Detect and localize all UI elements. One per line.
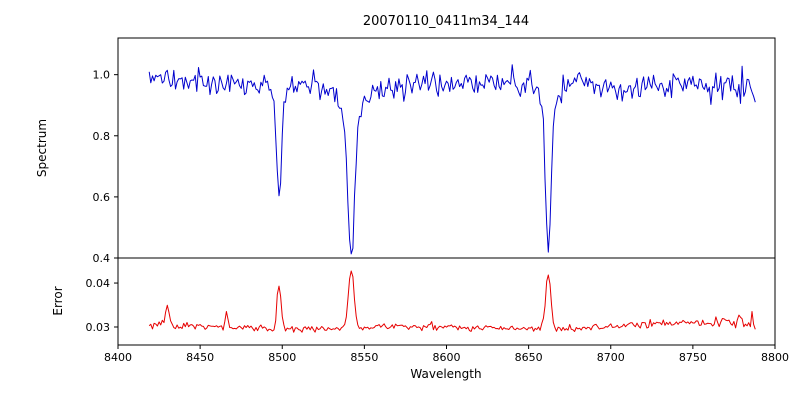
error-y-tick-label: 0.03 <box>86 321 111 334</box>
x-axis-label: Wavelength <box>410 367 481 381</box>
x-tick-label: 8800 <box>761 351 789 364</box>
spectrum-y-axis-label: Spectrum <box>35 119 49 177</box>
x-tick-label: 8500 <box>268 351 296 364</box>
spectrum-y-tick-label: 0.6 <box>93 191 111 204</box>
spectrum-y-tick-label: 0.4 <box>93 252 111 265</box>
error-y-tick-label: 0.04 <box>86 277 111 290</box>
x-tick-label: 8550 <box>350 351 378 364</box>
spectrum-panel-frame <box>117 37 776 259</box>
x-tick-label: 8650 <box>515 351 543 364</box>
axis-ticks: 8400 8450 8500 8550 8600 8650 8700 8750 8800 0.4 0… <box>86 69 790 364</box>
error-panel-frame <box>117 257 776 346</box>
x-tick-label: 8400 <box>104 351 132 364</box>
error-series-line <box>148 270 756 333</box>
x-tick-label: 8750 <box>679 351 707 364</box>
x-tick-label: 8600 <box>433 351 461 364</box>
spectrum-y-tick-label: 1.0 <box>93 69 111 82</box>
spectrum-series-line <box>148 64 756 255</box>
x-tick-label: 8450 <box>186 351 214 364</box>
x-tick-label: 8700 <box>597 351 625 364</box>
plot-title: 20070110_0411m34_144 <box>363 14 529 29</box>
spectrum-y-tick-label: 0.8 <box>93 130 111 143</box>
error-y-axis-label: Error <box>51 286 65 315</box>
